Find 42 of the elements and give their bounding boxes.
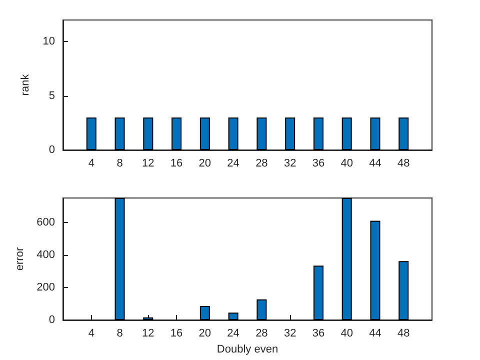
y-tick-label: 200 [36, 281, 55, 294]
x-tick-label: 8 [116, 328, 123, 340]
x-tick-label: 12 [142, 158, 154, 170]
y-tick-label: 0 [48, 144, 55, 156]
x-axis-title: Doubly even [216, 343, 278, 356]
x-tick-label: 36 [312, 158, 325, 170]
x-tick-label: 32 [284, 158, 296, 170]
x-tick-label: 4 [88, 158, 94, 170]
bar [313, 266, 324, 320]
y-tick-label: 0 [48, 314, 55, 326]
y-tick-label: 5 [48, 90, 55, 102]
bar [228, 312, 238, 320]
x-tick-label: 40 [340, 328, 353, 340]
bar [256, 299, 267, 320]
x-tick-label: 24 [227, 328, 240, 340]
x-tick-label: 4 [88, 328, 94, 340]
x-tick-label: 16 [170, 328, 183, 340]
x-tick-label: 40 [340, 158, 353, 170]
x-tick-label: 48 [397, 158, 410, 170]
x-tick-label: 44 [369, 158, 382, 170]
bar [200, 306, 210, 320]
bar [342, 198, 352, 320]
x-tick-label: 48 [397, 328, 410, 340]
x-tick-label: 12 [142, 328, 154, 340]
x-tick-label: 24 [227, 158, 240, 170]
bar [370, 220, 380, 320]
x-tick-label: 16 [170, 158, 183, 170]
x-tick-label: 36 [312, 328, 325, 340]
y-tick-label: 10 [42, 36, 55, 48]
x-tick-label: 20 [198, 328, 212, 340]
y-axis-title: error [14, 247, 26, 271]
y-axis-title: rank [20, 74, 32, 96]
x-tick-label: 44 [369, 328, 382, 340]
x-tick-label: 20 [198, 158, 212, 170]
x-tick-label: 28 [256, 158, 268, 170]
bar [114, 198, 125, 320]
y-tick-label: 600 [36, 216, 55, 228]
x-tick-label: 28 [256, 328, 268, 340]
y-tick-label: 400 [36, 248, 55, 261]
x-tick-label: 32 [284, 328, 296, 340]
bar [398, 261, 409, 320]
x-tick-label: 8 [116, 158, 123, 170]
